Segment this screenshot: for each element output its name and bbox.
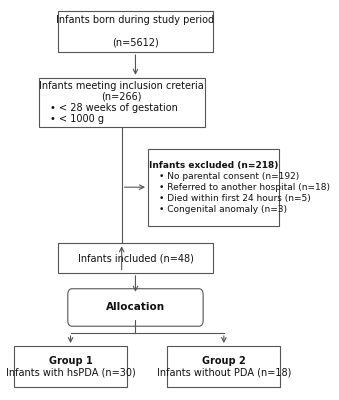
Text: Group 2: Group 2 [202,356,246,366]
FancyBboxPatch shape [14,346,127,387]
FancyBboxPatch shape [148,149,279,226]
Text: Allocation: Allocation [106,302,165,312]
Text: (n=5612): (n=5612) [112,38,159,48]
Text: Group 1: Group 1 [49,356,93,366]
Text: • No parental consent (n=192): • No parental consent (n=192) [159,172,299,181]
Text: • < 1000 g: • < 1000 g [50,114,104,124]
Text: Infants with hsPDA (n=30): Infants with hsPDA (n=30) [6,367,135,377]
Text: Infants meeting inclusion creteria: Infants meeting inclusion creteria [39,81,204,91]
FancyBboxPatch shape [58,11,213,52]
FancyBboxPatch shape [167,346,280,387]
Text: (n=266): (n=266) [101,92,142,102]
FancyBboxPatch shape [68,289,203,326]
Text: Infants excluded (n=218): Infants excluded (n=218) [149,160,278,170]
FancyBboxPatch shape [58,243,213,273]
FancyBboxPatch shape [39,78,204,127]
Text: Infants without PDA (n=18): Infants without PDA (n=18) [157,367,291,377]
Text: • Congenital anomaly (n=3): • Congenital anomaly (n=3) [159,205,287,214]
Text: Infants included (n=48): Infants included (n=48) [78,253,194,263]
Text: Infants born during study period: Infants born during study period [56,15,215,25]
Text: • Died within first 24 hours (n=5): • Died within first 24 hours (n=5) [159,194,311,203]
Text: • Referred to another hospital (n=18): • Referred to another hospital (n=18) [159,183,330,192]
Text: • < 28 weeks of gestation: • < 28 weeks of gestation [50,103,178,113]
